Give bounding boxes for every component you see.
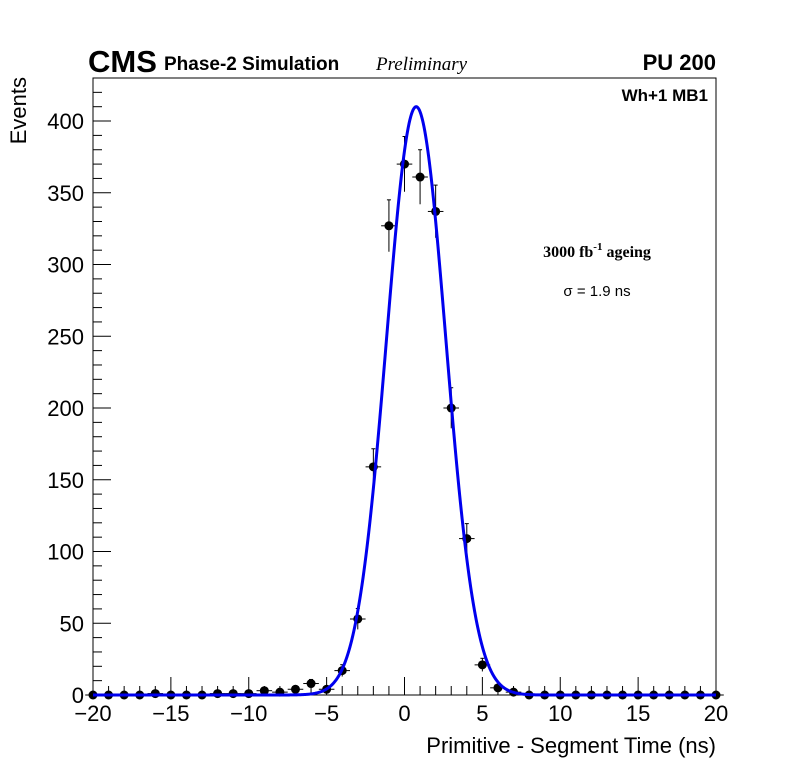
y-tick-label: 300 (47, 253, 84, 278)
y-tick-label: 50 (60, 611, 84, 636)
y-tick-label: 400 (47, 109, 84, 134)
point-marker (415, 172, 425, 182)
ageing-suffix: ageing (602, 244, 650, 261)
experiment-label: CMS (88, 44, 157, 79)
y-tick-label: 200 (47, 396, 84, 421)
sigma-label: σ = 1.9 ns (563, 283, 630, 300)
x-axis-label: Primitive - Segment Time (ns) (426, 733, 716, 758)
data-point (303, 678, 319, 689)
y-tick-label: 350 (47, 181, 84, 206)
data-point (256, 686, 273, 696)
x-tick-label: 5 (476, 701, 488, 726)
region-label: Wh+1 MB1 (622, 86, 708, 105)
point-marker (306, 679, 316, 689)
y-tick-label: 100 (47, 540, 84, 565)
x-tick-label: −15 (152, 701, 189, 726)
y-tick-label: 250 (47, 324, 84, 349)
x-tick-label: −10 (230, 701, 267, 726)
axis-tick-labels: −20 −15 −10 −5 0 5 10 15 20050100150200250300350… (47, 109, 728, 726)
data-point (412, 149, 428, 205)
y-tick-label: 150 (47, 468, 84, 493)
x-tick-label: 0 (398, 701, 410, 726)
x-tick-label: 20 (704, 701, 728, 726)
pileup-label: PU 200 (643, 50, 716, 75)
x-tick-label: 10 (548, 701, 572, 726)
data-point (381, 199, 397, 252)
point-marker (477, 660, 487, 670)
ageing-value: 3000 fb (543, 244, 593, 261)
point-marker (259, 686, 269, 696)
data-points (85, 135, 724, 700)
x-tick-label: −5 (314, 701, 339, 726)
fit-curve (93, 105, 716, 697)
subtitle-label: Phase-2 Simulation (164, 54, 339, 75)
ageing-superscript: -1 (593, 241, 602, 253)
status-label: Preliminary (375, 54, 468, 75)
ageing-label: 3000 fb-1 ageing (543, 241, 651, 261)
data-point (287, 684, 304, 694)
y-tick-label: 0 (72, 683, 84, 708)
y-axis-label: Events (6, 77, 31, 144)
point-marker (384, 221, 394, 231)
point-marker (290, 684, 300, 694)
x-tick-label: −20 (74, 701, 111, 726)
x-tick-label: 15 (626, 701, 650, 726)
